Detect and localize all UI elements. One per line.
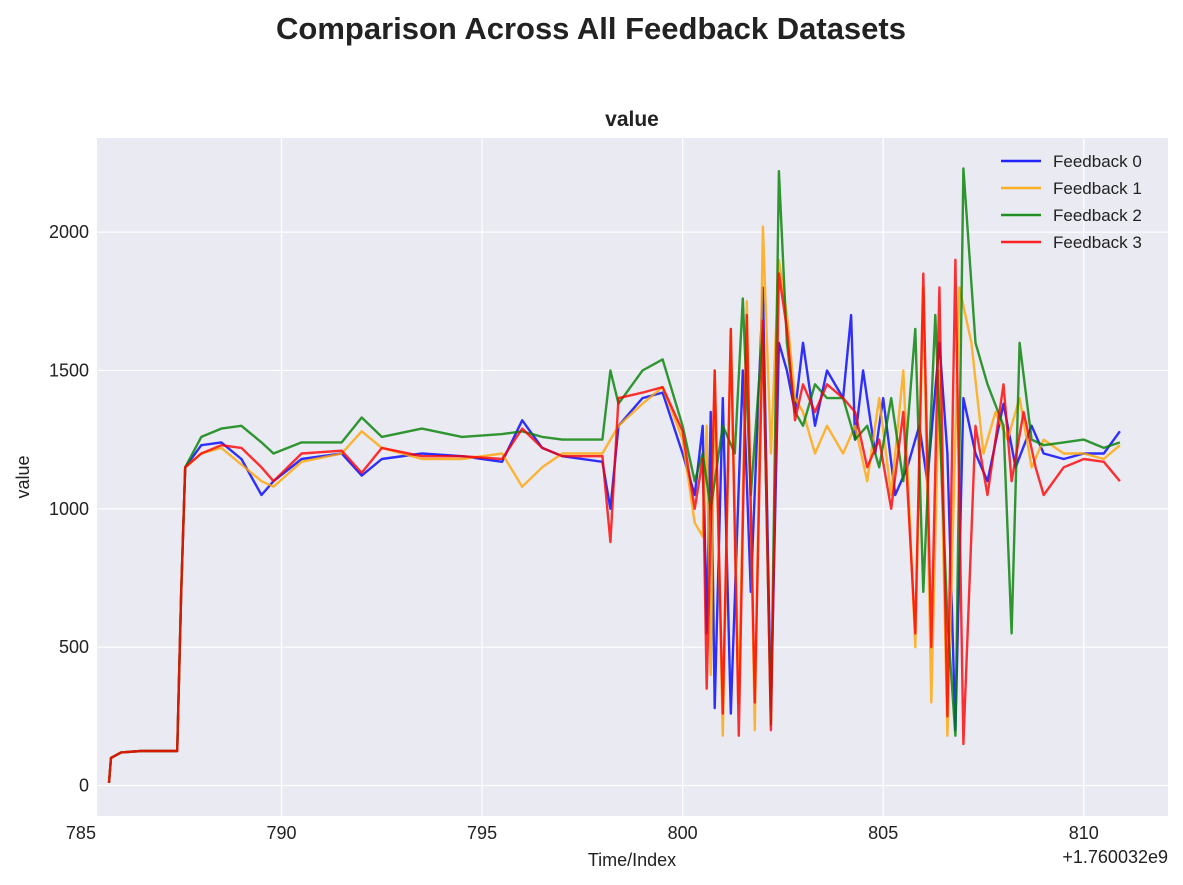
- y-tick-label: 500: [59, 637, 89, 657]
- series-line-feedback-3: [107, 258, 1121, 783]
- x-tick-label: 785: [66, 823, 96, 843]
- series-line-feedback-2: [107, 167, 1121, 783]
- y-axis-ticks: 0 500 1000 1500 2000: [49, 222, 89, 795]
- legend-entry-label: Feedback 0: [1053, 152, 1142, 171]
- figure-suptitle: Comparison Across All Feedback Datasets: [276, 11, 906, 46]
- gridlines: [80, 138, 1168, 816]
- x-axis-offset-label: +1.760032e9: [1062, 847, 1168, 867]
- x-tick-label: 805: [868, 823, 898, 843]
- x-axis-ticks: 785 790 795 800 805 810: [66, 823, 1099, 843]
- y-tick-label: 1500: [49, 360, 89, 380]
- x-tick-label: 810: [1069, 823, 1099, 843]
- legend-entry-label: Feedback 3: [1053, 233, 1142, 252]
- legend: Feedback 0 Feedback 1 Feedback 2 Feedback 3: [1001, 152, 1142, 252]
- x-axis-label: Time/Index: [588, 850, 676, 870]
- x-tick-label: 800: [668, 823, 698, 843]
- x-tick-label: 795: [467, 823, 497, 843]
- axes-title: value: [605, 108, 659, 131]
- legend-entry-label: Feedback 1: [1053, 179, 1142, 198]
- y-tick-label: 0: [79, 776, 89, 796]
- y-tick-label: 1000: [49, 499, 89, 519]
- y-axis-label: value: [13, 455, 33, 498]
- legend-entry-label: Feedback 2: [1053, 206, 1142, 225]
- x-tick-label: 790: [266, 823, 296, 843]
- series-lines: [107, 167, 1121, 783]
- y-tick-label: 2000: [49, 222, 89, 242]
